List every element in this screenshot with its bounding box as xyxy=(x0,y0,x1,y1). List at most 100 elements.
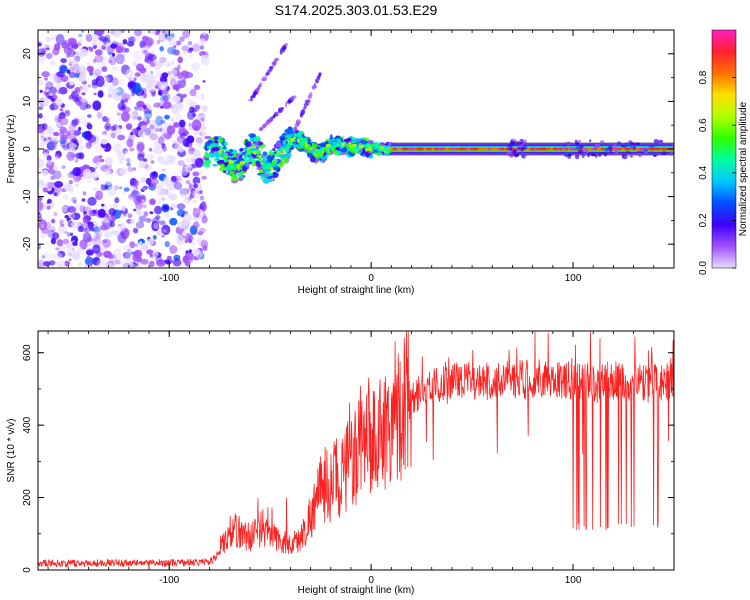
spectrogram-transition-blob xyxy=(206,145,212,150)
snr-y-axis-title: SNR (10 * v/v) xyxy=(6,419,17,483)
spectrogram-transition-blob xyxy=(241,165,248,172)
spectrogram-transition-blob xyxy=(204,135,212,140)
spectrogram-transition-blob xyxy=(262,178,270,184)
spectrogram-noise-blob xyxy=(67,37,77,45)
spectrogram-spread-blob xyxy=(574,139,578,144)
spectrogram-noise-blob xyxy=(47,136,52,141)
spectrogram-transition-blob xyxy=(263,174,269,178)
spectrogram-noise-blob xyxy=(137,153,145,161)
y-tick-label: 600 xyxy=(22,344,33,361)
spectrogram-noise-blob xyxy=(64,215,70,219)
spectrogram-spread-blob xyxy=(648,145,655,149)
spectrogram-noise-blob xyxy=(38,180,45,189)
spectrogram-noise-blob xyxy=(115,45,123,54)
spectrogram-noise-blob xyxy=(140,125,148,131)
spectrogram-noise-blob xyxy=(107,186,117,197)
spectrogram-noise-blob xyxy=(145,218,152,223)
spectrogram-noise-blob xyxy=(92,187,98,191)
colorbar-tick-label: 0.0 xyxy=(698,261,709,275)
spectrogram-noise-blob xyxy=(38,79,44,86)
spectrogram-noise-blob xyxy=(105,219,111,223)
spectrogram-noise-blob xyxy=(100,138,109,145)
spectrogram-spread-blob xyxy=(657,139,664,143)
spectrogram-noise-blob xyxy=(182,30,191,39)
spectrogram-transition-blob xyxy=(205,159,212,163)
spectrogram-noise-blob xyxy=(113,30,121,38)
spectrogram-noise-blob xyxy=(78,38,85,43)
spectrogram-noise-blob xyxy=(94,49,103,56)
colorbar-tick-label: 0.4 xyxy=(698,165,709,179)
spectrogram-noise-blob xyxy=(49,104,55,111)
spectrogram-carrier-peak xyxy=(403,147,407,151)
spectrogram-carrier-peak xyxy=(393,147,398,151)
spectrogram-transition-blob xyxy=(253,141,259,146)
spectrogram-carrier-peak xyxy=(436,147,438,151)
spectrogram-noise-blob xyxy=(123,229,130,235)
spectrogram-noise-blob xyxy=(76,91,83,95)
spectrogram-streak-blob xyxy=(279,50,283,55)
spectrogram-core-blob xyxy=(258,157,262,162)
spectrogram-noise-blob xyxy=(125,123,133,130)
spectrogram-noise-blob xyxy=(142,92,147,99)
spectrogram-streak-blob xyxy=(272,60,276,67)
spectrogram-noise-blob xyxy=(119,222,126,231)
spectrogram-transition-blob xyxy=(292,143,298,149)
spectrogram-noise-blob xyxy=(164,114,170,120)
spectrogram-spread-blob xyxy=(575,146,580,150)
spectrogram-noise-blob xyxy=(97,265,101,268)
spectrogram-spread-blob xyxy=(638,150,641,153)
spectrogram-core-blob xyxy=(223,154,229,160)
spectrogram-noise-blob xyxy=(133,249,143,259)
spectrogram-noise-blob xyxy=(156,65,162,70)
spectrogram-noise-blob xyxy=(174,110,180,116)
spectrogram-spread-blob xyxy=(648,151,654,155)
spectrogram-noise-blob xyxy=(40,223,45,228)
spectrogram-carrier-peak xyxy=(472,147,477,151)
spectrogram-noise-blob xyxy=(117,134,126,141)
spectrogram-noise-blob xyxy=(155,115,164,126)
spectrogram-carrier-peak xyxy=(406,147,409,151)
spectrogram-noise-blob xyxy=(180,178,185,183)
spectrogram-noise-blob xyxy=(87,135,97,143)
spectrogram-streak-blob xyxy=(303,106,307,109)
spectrogram-noise-blob xyxy=(120,205,126,212)
spectrogram-spread-blob xyxy=(591,148,596,151)
spectrogram-noise-blob xyxy=(46,161,55,169)
spectrogram-noise-blob xyxy=(144,65,149,69)
spectrogram-noise-blob xyxy=(160,120,166,124)
spectrogram-carrier-peak xyxy=(487,147,491,151)
spectrogram-spread-blob xyxy=(603,147,610,152)
spectrogram-transition-blob xyxy=(297,130,305,135)
spectrogram-noise-blob xyxy=(182,255,189,264)
spectrogram-noise-blob xyxy=(186,157,193,163)
spectrogram-noise-blob xyxy=(121,93,131,101)
spectrogram-spread-blob xyxy=(520,148,523,151)
spectrogram-noise-blob xyxy=(124,151,129,154)
spectrogram-noise-blob xyxy=(188,54,193,58)
spectrogram-core-blob xyxy=(265,164,271,169)
spectrogram-noise-blob xyxy=(105,42,111,47)
spectrogram-noise-blob xyxy=(86,65,94,72)
spectrogram-transition-blob xyxy=(256,166,262,171)
spectrogram-noise-blob xyxy=(164,240,170,248)
spectrogram-noise-blob xyxy=(133,77,137,82)
spectrogram-streak-blob xyxy=(282,44,287,50)
spectrogram-noise-blob xyxy=(91,40,97,46)
spectrogram-noise-blob xyxy=(155,215,161,220)
spectrogram-transition-blob xyxy=(282,140,287,145)
spectrogram-noise-blob xyxy=(66,69,71,74)
spectrogram-noise-blob xyxy=(45,252,55,262)
spectrogram-noise-blob xyxy=(83,264,88,268)
spectrogram-noise-blob xyxy=(46,205,51,210)
spectrogram-noise-blob xyxy=(38,244,41,250)
colorbar-tick-label: 0.2 xyxy=(698,213,709,227)
spectrogram-noise-blob xyxy=(104,168,112,176)
spectrogram-carrier-peak xyxy=(649,147,653,151)
spectrogram-transition-blob xyxy=(239,148,244,152)
spectrogram-noise-blob xyxy=(86,123,93,130)
spectrogram-noise-blob xyxy=(166,179,176,191)
spectrogram-transition-blob xyxy=(347,137,352,141)
spectrogram-core-blob xyxy=(244,155,248,160)
spectrogram-streak-blob xyxy=(265,74,268,77)
spectrogram-spread-blob xyxy=(670,150,674,156)
